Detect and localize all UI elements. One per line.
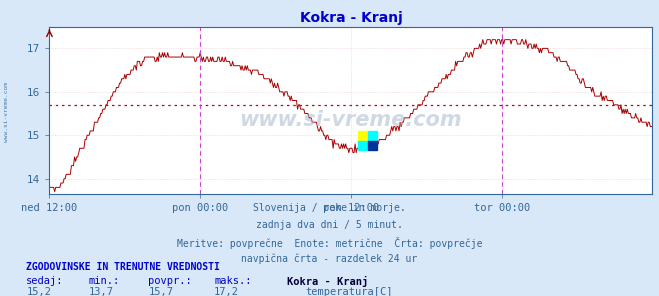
- Text: Slovenija / reke in morje.: Slovenija / reke in morje.: [253, 203, 406, 213]
- Text: ZGODOVINSKE IN TRENUTNE VREDNOSTI: ZGODOVINSKE IN TRENUTNE VREDNOSTI: [26, 262, 220, 272]
- Text: povpr.:: povpr.:: [148, 276, 192, 286]
- Text: Kokra - Kranj: Kokra - Kranj: [287, 276, 368, 287]
- Text: 13,7: 13,7: [89, 287, 114, 296]
- Bar: [368, 131, 377, 141]
- Bar: [368, 141, 377, 150]
- Text: zadnja dva dni / 5 minut.: zadnja dva dni / 5 minut.: [256, 220, 403, 230]
- Text: sedaj:: sedaj:: [26, 276, 64, 286]
- Title: Kokra - Kranj: Kokra - Kranj: [300, 12, 402, 25]
- Text: Meritve: povprečne  Enote: metrične  Črta: povprečje: Meritve: povprečne Enote: metrične Črta:…: [177, 237, 482, 249]
- Bar: [358, 131, 368, 141]
- Text: navpična črta - razdelek 24 ur: navpična črta - razdelek 24 ur: [241, 253, 418, 264]
- Text: min.:: min.:: [89, 276, 120, 286]
- Bar: [358, 141, 368, 150]
- Text: maks.:: maks.:: [214, 276, 252, 286]
- Text: 17,2: 17,2: [214, 287, 239, 296]
- Text: www.si-vreme.com: www.si-vreme.com: [240, 110, 462, 130]
- Text: www.si-vreme.com: www.si-vreme.com: [4, 83, 9, 142]
- Text: 15,2: 15,2: [26, 287, 51, 296]
- Text: 15,7: 15,7: [148, 287, 173, 296]
- Text: temperatura[C]: temperatura[C]: [305, 287, 393, 296]
